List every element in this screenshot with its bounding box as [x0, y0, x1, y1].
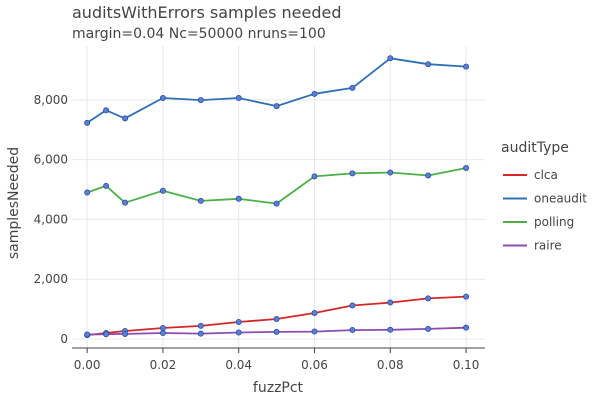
- point-clca: [235, 318, 242, 325]
- x-tick-label: 0.04: [225, 358, 252, 372]
- point-oneaudit: [387, 55, 394, 62]
- point-raire: [197, 330, 204, 337]
- legend-label-clca: clca: [534, 168, 558, 182]
- point-polling: [235, 195, 242, 202]
- point-oneaudit: [235, 95, 242, 102]
- point-clca: [425, 295, 432, 302]
- point-oneaudit: [349, 84, 356, 91]
- point-raire: [463, 324, 470, 331]
- point-polling: [311, 173, 318, 180]
- x-ticks: 0.00 0.02 0.04 0.06 0.08 0.10: [74, 348, 480, 372]
- point-raire: [273, 328, 280, 335]
- point-oneaudit: [159, 95, 166, 102]
- point-oneaudit: [311, 90, 318, 97]
- point-polling: [103, 182, 110, 189]
- point-raire: [103, 331, 110, 338]
- x-tick-label: 0.08: [377, 358, 404, 372]
- point-polling: [84, 189, 91, 196]
- point-oneaudit: [122, 115, 129, 122]
- point-polling: [387, 169, 394, 176]
- series-line-clca: [87, 295, 467, 336]
- legend: clca oneaudit polling raire: [503, 168, 587, 253]
- point-polling: [197, 197, 204, 204]
- series-line-oneaudit: [86, 57, 467, 124]
- grid: [72, 46, 485, 348]
- point-clca: [349, 302, 356, 309]
- legend-title: auditType: [501, 140, 569, 156]
- y-ticks: 0 2,000 4,000 6,000 8,000: [34, 93, 68, 346]
- point-oneaudit: [273, 103, 280, 110]
- point-raire: [84, 331, 91, 338]
- point-polling: [122, 199, 129, 206]
- point-clca: [463, 293, 470, 300]
- x-axis-title: fuzzPct: [253, 380, 304, 396]
- point-clca: [273, 315, 280, 322]
- point-raire: [159, 330, 166, 337]
- y-tick-label: 0: [60, 332, 68, 346]
- chart-title: auditsWithErrors samples needed: [72, 3, 341, 22]
- x-tick-label: 0.10: [453, 358, 480, 372]
- point-raire: [425, 325, 432, 332]
- point-raire: [387, 326, 394, 333]
- x-tick-label: 0.06: [301, 358, 328, 372]
- point-oneaudit: [84, 119, 91, 126]
- point-raire: [122, 330, 129, 337]
- point-polling: [425, 172, 432, 179]
- point-polling: [159, 187, 166, 194]
- y-tick-label: 4,000: [34, 212, 68, 226]
- point-clca: [387, 299, 394, 306]
- point-polling: [273, 200, 280, 207]
- series-lines: [86, 57, 467, 336]
- point-oneaudit: [103, 107, 110, 114]
- y-axis-title: samplesNeeded: [6, 147, 22, 259]
- x-tick-label: 0.00: [74, 358, 101, 372]
- point-raire: [349, 327, 356, 334]
- point-clca: [159, 324, 166, 331]
- point-oneaudit: [463, 63, 470, 70]
- y-tick-label: 2,000: [34, 272, 68, 286]
- chart-subtitle: margin=0.04 Nc=50000 nruns=100: [72, 26, 326, 42]
- point-polling: [463, 164, 470, 171]
- legend-label-polling: polling: [534, 215, 574, 229]
- point-clca: [311, 310, 318, 317]
- legend-label-oneaudit: oneaudit: [534, 192, 587, 206]
- y-tick-label: 6,000: [34, 153, 68, 167]
- series-line-polling: [86, 167, 467, 205]
- markers: [84, 55, 470, 339]
- point-oneaudit: [425, 61, 432, 68]
- point-polling: [349, 170, 356, 177]
- point-clca: [197, 322, 204, 329]
- y-tick-label: 8,000: [34, 93, 68, 107]
- legend-label-raire: raire: [534, 239, 562, 253]
- series-line-raire: [87, 326, 467, 336]
- point-raire: [311, 328, 318, 335]
- point-raire: [235, 329, 242, 336]
- x-tick-label: 0.02: [150, 358, 177, 372]
- point-oneaudit: [197, 97, 204, 104]
